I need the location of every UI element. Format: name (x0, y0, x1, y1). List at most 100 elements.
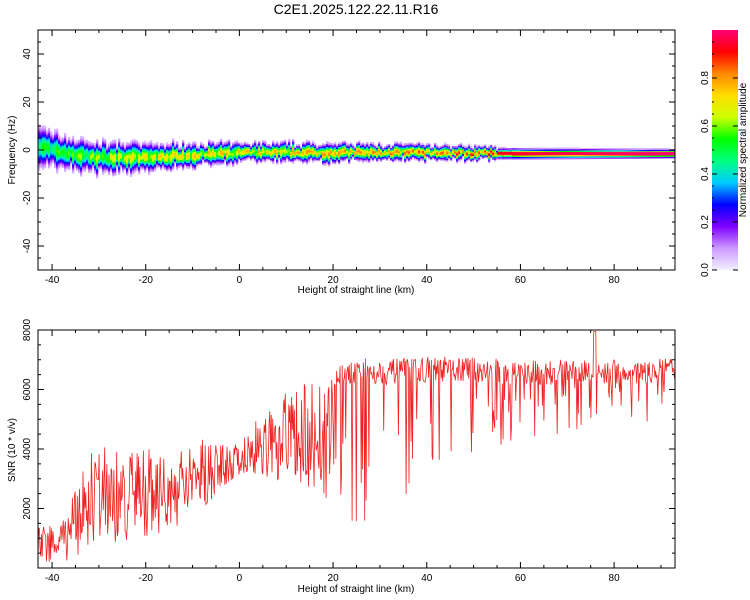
heatmap-cell (268, 154, 271, 156)
heatmap-cell (218, 159, 221, 162)
heatmap-cell (258, 152, 261, 155)
heatmap-cell (320, 157, 323, 160)
heatmap-cell (392, 160, 395, 163)
heatmap-cell (118, 151, 121, 154)
heatmap-cell (192, 152, 195, 155)
heatmap-cell (86, 151, 89, 154)
heatmap-cell (310, 147, 313, 150)
heatmap-cell (224, 147, 227, 150)
heatmap-cell (632, 155, 635, 158)
heatmap-cell (146, 144, 149, 147)
heatmap-cell (372, 149, 375, 152)
heatmap-cell (152, 144, 155, 147)
heatmap-cell (180, 162, 183, 165)
heatmap-cell (278, 149, 281, 151)
heatmap-cell (82, 149, 85, 152)
heatmap-cell (164, 151, 167, 153)
heatmap-cell (562, 150, 565, 153)
heatmap-cell (512, 149, 515, 152)
heatmap-cell (210, 153, 213, 156)
heatmap-cell (332, 144, 335, 147)
heatmap-cell (130, 154, 133, 157)
heatmap-cell (104, 160, 107, 163)
heatmap-cell (54, 131, 57, 134)
heatmap-cell (332, 157, 335, 160)
heatmap-cell (166, 149, 169, 152)
heatmap-cell (548, 149, 551, 151)
heatmap-cell (54, 152, 57, 154)
heatmap-cell (186, 165, 189, 168)
heatmap-cell (506, 149, 509, 152)
heatmap-cell (258, 140, 261, 143)
heatmap-cell (82, 163, 85, 166)
heatmap-cell (400, 150, 403, 152)
heatmap-cell (68, 156, 71, 159)
heatmap-cell (144, 162, 147, 164)
heatmap-cell (302, 154, 305, 157)
heatmap-cell (324, 145, 327, 148)
heatmap-cell (332, 159, 335, 161)
heatmap-cell (566, 154, 569, 157)
heatmap-cell (108, 143, 111, 145)
heatmap-cell (318, 153, 321, 156)
heatmap-cell (274, 148, 277, 151)
heatmap-cell (54, 144, 57, 147)
heatmap-cell (72, 170, 75, 173)
heatmap-cell (226, 160, 229, 163)
heatmap-cell (622, 149, 625, 152)
heatmap-cell (112, 173, 115, 175)
heatmap-cell (310, 149, 313, 151)
heatmap-cell (136, 157, 139, 160)
heatmap-cell (42, 132, 45, 134)
heatmap-cell (284, 139, 287, 142)
heatmap-cell (138, 162, 141, 165)
heatmap-cell (464, 156, 467, 159)
heatmap-cell (510, 158, 513, 160)
heatmap-cell (76, 167, 79, 170)
heatmap-cell (76, 154, 79, 157)
heatmap-cell (158, 148, 161, 151)
heatmap-cell (386, 150, 389, 152)
heatmap-cell (92, 157, 95, 160)
heatmap-cell (338, 152, 341, 155)
heatmap-cell (114, 172, 117, 175)
heatmap-cell (586, 154, 589, 157)
heatmap-cell (652, 149, 655, 152)
heatmap-cell (56, 163, 59, 165)
heatmap-cell (276, 158, 279, 161)
heatmap-cell (186, 148, 189, 151)
heatmap-cell (428, 152, 431, 154)
heatmap-cell (112, 167, 115, 170)
heatmap-cell (448, 147, 451, 150)
heatmap-cell (526, 156, 529, 159)
heatmap-cell (398, 156, 401, 159)
heatmap-cell (294, 153, 297, 156)
heatmap-cell (238, 152, 241, 155)
heatmap-cell (320, 152, 323, 154)
heatmap-cell (308, 143, 311, 146)
heatmap-cell (306, 139, 309, 142)
heatmap-cell (144, 152, 147, 154)
heatmap-cell (300, 155, 303, 158)
heatmap-cell (346, 150, 349, 152)
heatmap-cell (88, 168, 91, 171)
heatmap-cell (484, 153, 487, 155)
heatmap-cell (328, 147, 331, 150)
heatmap-cell (282, 144, 285, 147)
heatmap-cell (82, 150, 85, 153)
heatmap-cell (398, 152, 401, 155)
heatmap-cell (322, 162, 325, 164)
heatmap-cell (200, 147, 203, 150)
heatmap-cell (230, 161, 233, 164)
heatmap-cell (592, 154, 595, 157)
heatmap-cell (242, 158, 245, 161)
heatmap-cell (284, 153, 287, 156)
heatmap-cell (106, 158, 109, 160)
heatmap-cell (328, 163, 331, 166)
heatmap-cell (52, 150, 55, 153)
heatmap-cell (40, 162, 43, 164)
heatmap-cell (148, 148, 151, 151)
heatmap-cell (112, 147, 115, 149)
heatmap-cell (306, 151, 309, 153)
heatmap-cell (90, 159, 93, 162)
